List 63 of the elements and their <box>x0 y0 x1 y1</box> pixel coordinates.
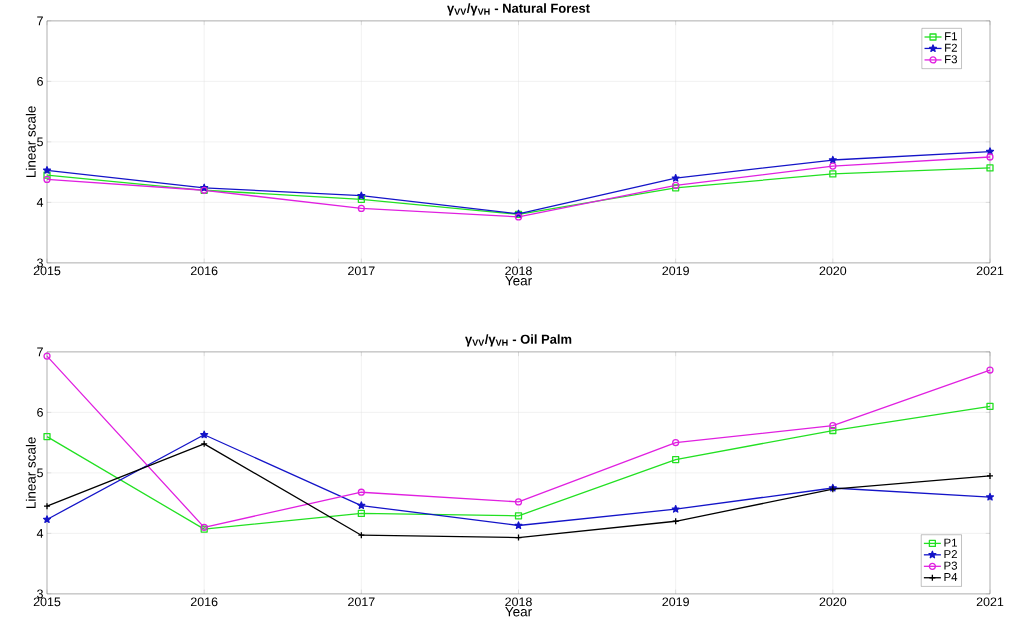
point <box>672 456 680 464</box>
y-tick-label: 7 <box>37 16 43 26</box>
y-tick-label: 7 <box>37 347 43 357</box>
point <box>357 204 365 213</box>
point <box>357 509 365 518</box>
x-tick-label: 2019 <box>662 266 689 276</box>
chart-title: γ$_{VV}$/γ$_{VH}$ - Oil Palm <box>465 334 572 347</box>
y-axis-title: Linear scale <box>25 437 36 509</box>
point <box>43 433 51 441</box>
y-tick-label: 4 <box>36 198 44 207</box>
point <box>672 439 680 447</box>
point <box>671 505 680 513</box>
point <box>357 195 365 204</box>
y-tick-label: 5 <box>37 137 43 147</box>
y-tick-label: 6 <box>37 77 43 86</box>
x-tick-label: 2016 <box>190 266 218 276</box>
y-tick-label: 6 <box>37 408 43 417</box>
x-axis-title: Year <box>505 607 532 617</box>
legend-label: F2 <box>945 43 957 52</box>
point <box>828 155 837 164</box>
point <box>829 162 837 170</box>
x-tick-label: 2016 <box>190 597 218 607</box>
point <box>357 501 366 510</box>
x-tick-label: 2020 <box>819 597 847 607</box>
point <box>42 515 52 524</box>
y-tick-label: 3 <box>37 258 43 268</box>
legend-label: P4 <box>944 573 958 582</box>
legend-label: P3 <box>944 561 958 570</box>
x-tick-label: 2017 <box>348 266 375 276</box>
x-tick-label: 2018 <box>505 597 532 607</box>
x-tick-label: 2015 <box>33 597 61 607</box>
x-tick-label: 2021 <box>976 266 1004 276</box>
y-tick-label: 4 <box>36 529 44 538</box>
x-tick-label: 2021 <box>976 597 1004 607</box>
legend-label: P1 <box>944 538 957 547</box>
point <box>986 402 994 411</box>
y-axis-title: Linear scale <box>25 106 36 178</box>
y-tick-label: 3 <box>37 589 43 599</box>
x-tick-label: 2020 <box>819 266 847 276</box>
point <box>829 427 837 435</box>
point <box>514 521 523 530</box>
point <box>829 422 837 430</box>
point <box>985 492 995 501</box>
chart-title: γ$_{VV}$/γ$_{VH}$ - Natural Forest <box>447 3 590 16</box>
x-tick-label: 2018 <box>505 266 532 276</box>
point <box>357 488 365 496</box>
point <box>829 170 837 178</box>
legend-label: F1 <box>945 32 957 41</box>
point <box>43 171 51 179</box>
point <box>986 164 994 172</box>
point <box>200 430 209 439</box>
x-tick-label: 2017 <box>348 597 375 607</box>
y-tick-label: 5 <box>37 468 43 478</box>
legend-label: P2 <box>944 550 957 559</box>
point <box>42 166 52 174</box>
x-tick-label: 2019 <box>662 597 689 607</box>
point <box>514 512 523 520</box>
point <box>514 498 523 506</box>
x-tick-label: 2015 <box>33 266 61 276</box>
legend-label: F3 <box>945 55 958 64</box>
point <box>357 191 366 200</box>
x-axis-title: Year <box>505 276 532 286</box>
point <box>671 174 680 182</box>
